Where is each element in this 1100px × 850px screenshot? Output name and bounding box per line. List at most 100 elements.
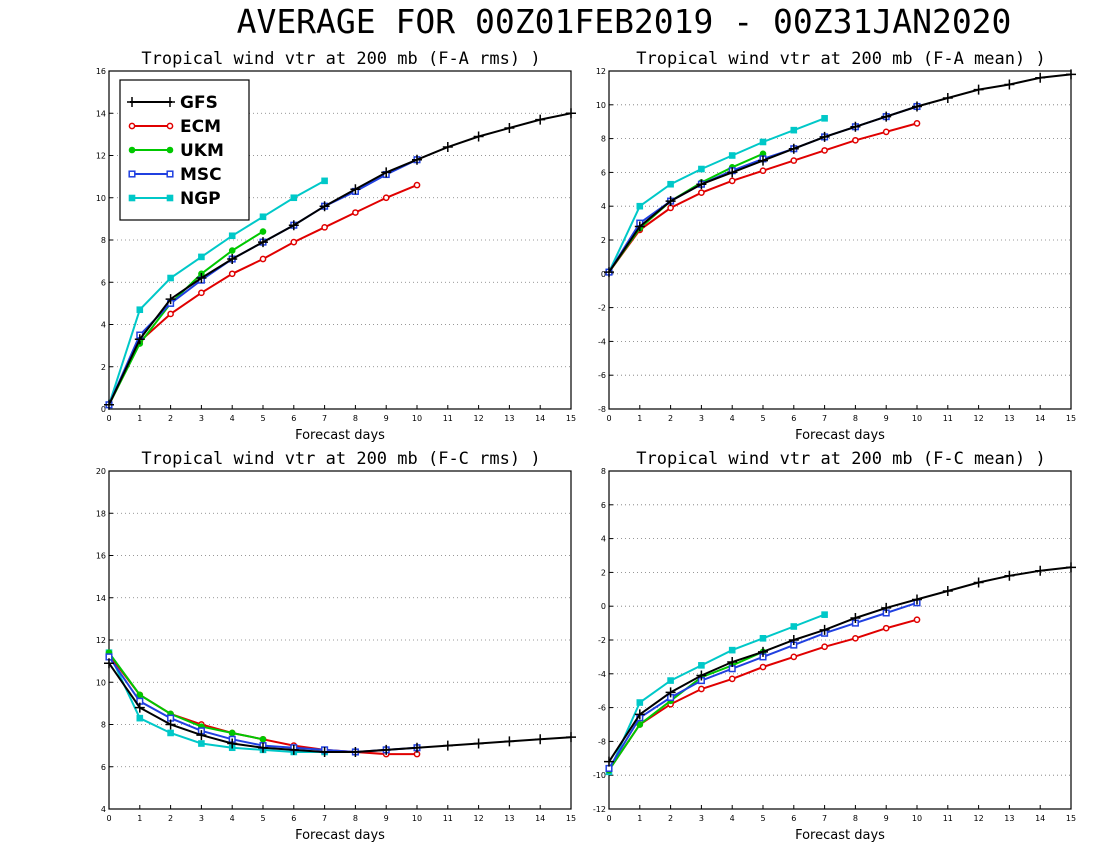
data-point-ecm <box>698 189 705 197</box>
x-tick-label: 11 <box>943 814 953 823</box>
series-msc <box>605 102 921 276</box>
x-tick-label: 2 <box>668 814 673 823</box>
y-tick-label: 6 <box>101 763 106 772</box>
y-tick-label: 18 <box>96 509 106 518</box>
legend-label: UKM <box>180 141 224 161</box>
data-point-ngp <box>728 152 736 159</box>
y-tick-label: -4 <box>598 670 606 679</box>
data-point-gfs <box>104 658 114 669</box>
data-point-gfs <box>912 594 922 605</box>
data-point-ecm <box>728 675 736 683</box>
y-tick-label: 2 <box>601 568 606 577</box>
data-point-ukm <box>259 735 267 743</box>
data-point-ecm <box>759 663 767 671</box>
x-tick-label: 7 <box>322 414 327 423</box>
x-tick-label: 8 <box>853 414 858 423</box>
data-point-ecm <box>198 289 205 297</box>
chart-panel-2: Tropical wind vtr at 200 mb (F-A mean) )… <box>596 49 1076 443</box>
y-tick-label: 6 <box>601 501 606 510</box>
x-tick-label: 10 <box>412 414 422 423</box>
y-tick-label: 0 <box>601 602 606 611</box>
data-point-gfs <box>350 184 361 195</box>
x-axis-label: Forecast days <box>795 428 885 443</box>
y-tick-label: 14 <box>96 594 106 603</box>
y-tick-label: -2 <box>598 636 606 645</box>
data-point-gfs <box>604 267 614 278</box>
x-tick-label: 2 <box>168 414 173 423</box>
data-point-gfs <box>504 123 515 134</box>
y-tick-label: -8 <box>598 405 606 414</box>
y-tick-label: 20 <box>96 467 106 476</box>
data-point-gfs <box>788 635 799 645</box>
x-tick-label: 4 <box>230 414 235 423</box>
x-tick-label: 14 <box>1035 814 1045 823</box>
data-point-ecm <box>728 177 736 185</box>
x-tick-label: 11 <box>943 414 953 423</box>
data-point-gfs <box>634 709 645 720</box>
data-point-gfs <box>942 93 953 104</box>
panel-title: Tropical wind vtr at 200 mb (F-C mean) ) <box>636 449 1045 469</box>
x-tick-label: 9 <box>384 414 389 423</box>
data-point-gfs <box>473 131 484 142</box>
x-axis-label: Forecast days <box>295 428 385 443</box>
data-point-gfs <box>134 334 145 345</box>
data-point-ecm <box>852 136 859 144</box>
series-ecm <box>105 181 421 409</box>
legend-marker <box>165 97 175 107</box>
x-tick-label: 0 <box>106 414 111 423</box>
legend-marker <box>128 194 136 202</box>
series-line-ukm <box>108 230 264 406</box>
legend-label: GFS <box>180 93 218 113</box>
data-point-ngp <box>290 194 298 202</box>
x-tick-label: 9 <box>384 814 389 823</box>
series-gfs <box>604 69 1076 278</box>
x-tick-label: 15 <box>566 814 576 823</box>
series-line-ecm <box>608 122 918 273</box>
data-point-ecm <box>698 685 705 693</box>
series-gfs <box>104 108 576 410</box>
data-point-gfs <box>504 736 515 747</box>
legend-marker <box>166 194 174 202</box>
legend-marker <box>128 170 136 178</box>
data-point-gfs <box>973 577 984 588</box>
data-point-gfs <box>288 744 299 755</box>
series-line-ngp <box>108 179 326 406</box>
panel-title: Tropical wind vtr at 200 mb (F-C rms) ) <box>141 449 540 469</box>
x-tick-label: 12 <box>474 814 484 823</box>
data-point-gfs <box>819 624 830 635</box>
legend-marker <box>166 122 174 130</box>
data-point-ngp <box>821 611 828 618</box>
data-point-ecm <box>290 238 298 246</box>
x-tick-label: 15 <box>566 414 576 423</box>
data-point-gfs <box>442 740 453 751</box>
data-point-ecm <box>413 181 421 189</box>
data-point-ecm <box>790 653 798 661</box>
x-tick-label: 12 <box>974 414 984 423</box>
y-tick-label: 8 <box>101 236 106 245</box>
data-point-gfs <box>381 167 392 178</box>
data-point-gfs <box>696 179 707 190</box>
data-point-ngp <box>636 699 644 706</box>
data-point-ngp <box>136 306 144 314</box>
y-tick-label: 10 <box>596 101 606 110</box>
data-point-gfs <box>473 738 484 749</box>
data-point-ecm <box>790 157 798 164</box>
y-tick-label: 4 <box>601 535 606 544</box>
x-tick-label: 12 <box>474 414 484 423</box>
data-point-ecm <box>759 167 767 175</box>
y-tick-label: 4 <box>101 321 106 330</box>
y-tick-label: 12 <box>96 152 106 161</box>
data-point-gfs <box>696 670 707 681</box>
data-point-ngp <box>667 677 674 684</box>
x-tick-label: 9 <box>884 414 889 423</box>
data-point-gfs <box>1004 570 1015 581</box>
data-point-gfs <box>819 131 830 142</box>
data-point-gfs <box>758 155 768 166</box>
y-tick-label: 10 <box>96 678 106 687</box>
y-tick-label: 12 <box>96 636 106 645</box>
x-tick-label: 2 <box>168 814 173 823</box>
y-tick-label: -6 <box>598 371 606 380</box>
data-point-gfs <box>1066 562 1076 573</box>
data-point-gfs <box>850 121 861 132</box>
data-point-ecm <box>852 634 859 642</box>
